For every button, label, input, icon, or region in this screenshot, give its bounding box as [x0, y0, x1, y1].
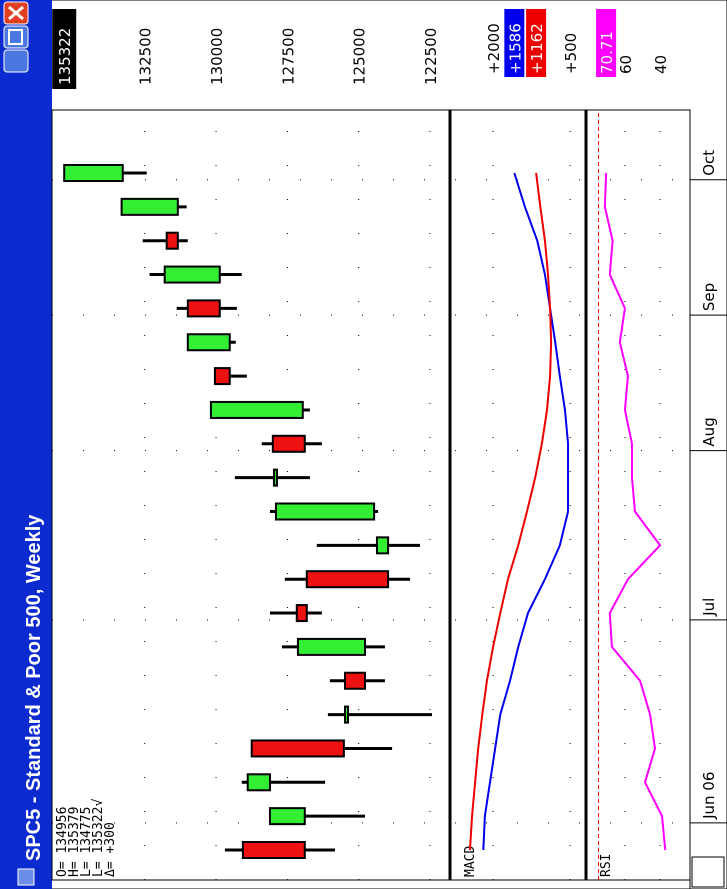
candle-body [186, 299, 221, 318]
price-tick-label: 127500 [279, 28, 297, 85]
close-icon [8, 5, 24, 21]
candle-body [209, 400, 304, 419]
candle-body [213, 367, 231, 386]
last-value-label: +1586 [506, 23, 524, 74]
candle-body [63, 164, 124, 182]
y-tick-label: 40 [652, 55, 670, 74]
info-line: L= 134775 [79, 807, 94, 877]
candle-body [268, 807, 306, 826]
candle-body [163, 265, 221, 284]
candle-body [305, 570, 390, 589]
price-tick-label: 130000 [208, 28, 226, 85]
date-label: Jul [700, 598, 718, 617]
date-label: Jun 06 [700, 772, 718, 820]
last-value-box [596, 9, 617, 77]
candle-body [344, 671, 366, 690]
last-price-box [52, 9, 77, 89]
price-tick-label: 125000 [351, 28, 369, 85]
last-value-box [504, 9, 525, 77]
minimize-button[interactable] [3, 49, 29, 73]
maximize-icon [8, 29, 23, 45]
y-tick-label: +2000 [485, 23, 503, 74]
panel-title: MACD [463, 846, 478, 877]
candle-body [296, 637, 366, 656]
title-bar [0, 0, 52, 889]
date-label: Aug [700, 417, 718, 446]
candle-body [165, 231, 179, 250]
info-line: Δ= +300 [103, 822, 118, 877]
indicator-line [603, 172, 667, 851]
price-tick-label: 122500 [422, 28, 440, 85]
candle-body [241, 841, 306, 859]
last-price-label: 135322 [56, 28, 74, 85]
info-line: L= 135322√ [91, 799, 106, 877]
panel-title: RSI [599, 854, 614, 877]
candle-body [344, 705, 350, 724]
info-line: O= 134956 [55, 807, 70, 877]
price-tick-label: 132500 [137, 28, 155, 85]
indicator-line [468, 172, 553, 851]
candle-body [295, 604, 308, 623]
window-title: SPC5 - Standard & Poor 500, Weekly [23, 514, 45, 861]
corner-box [691, 856, 725, 888]
last-value-label: 70.71 [598, 31, 616, 74]
candle-body [186, 333, 231, 352]
candle-body [120, 197, 179, 216]
info-line: H= 135379 [67, 807, 82, 877]
date-label: Sep [700, 283, 718, 311]
last-value-box [526, 9, 547, 77]
candle-body [274, 502, 376, 521]
y-tick-label: +500 [562, 33, 580, 74]
last-value-label: +1162 [528, 23, 546, 74]
candle-body [272, 468, 278, 487]
candle-body [250, 739, 345, 758]
candle-body [271, 434, 306, 453]
candle-body [375, 536, 390, 555]
candle-body [246, 773, 271, 792]
indicator-line [482, 172, 570, 851]
y-tick-label: 60 [617, 55, 635, 74]
date-label: Oct [700, 150, 718, 176]
app-icon [17, 868, 35, 886]
